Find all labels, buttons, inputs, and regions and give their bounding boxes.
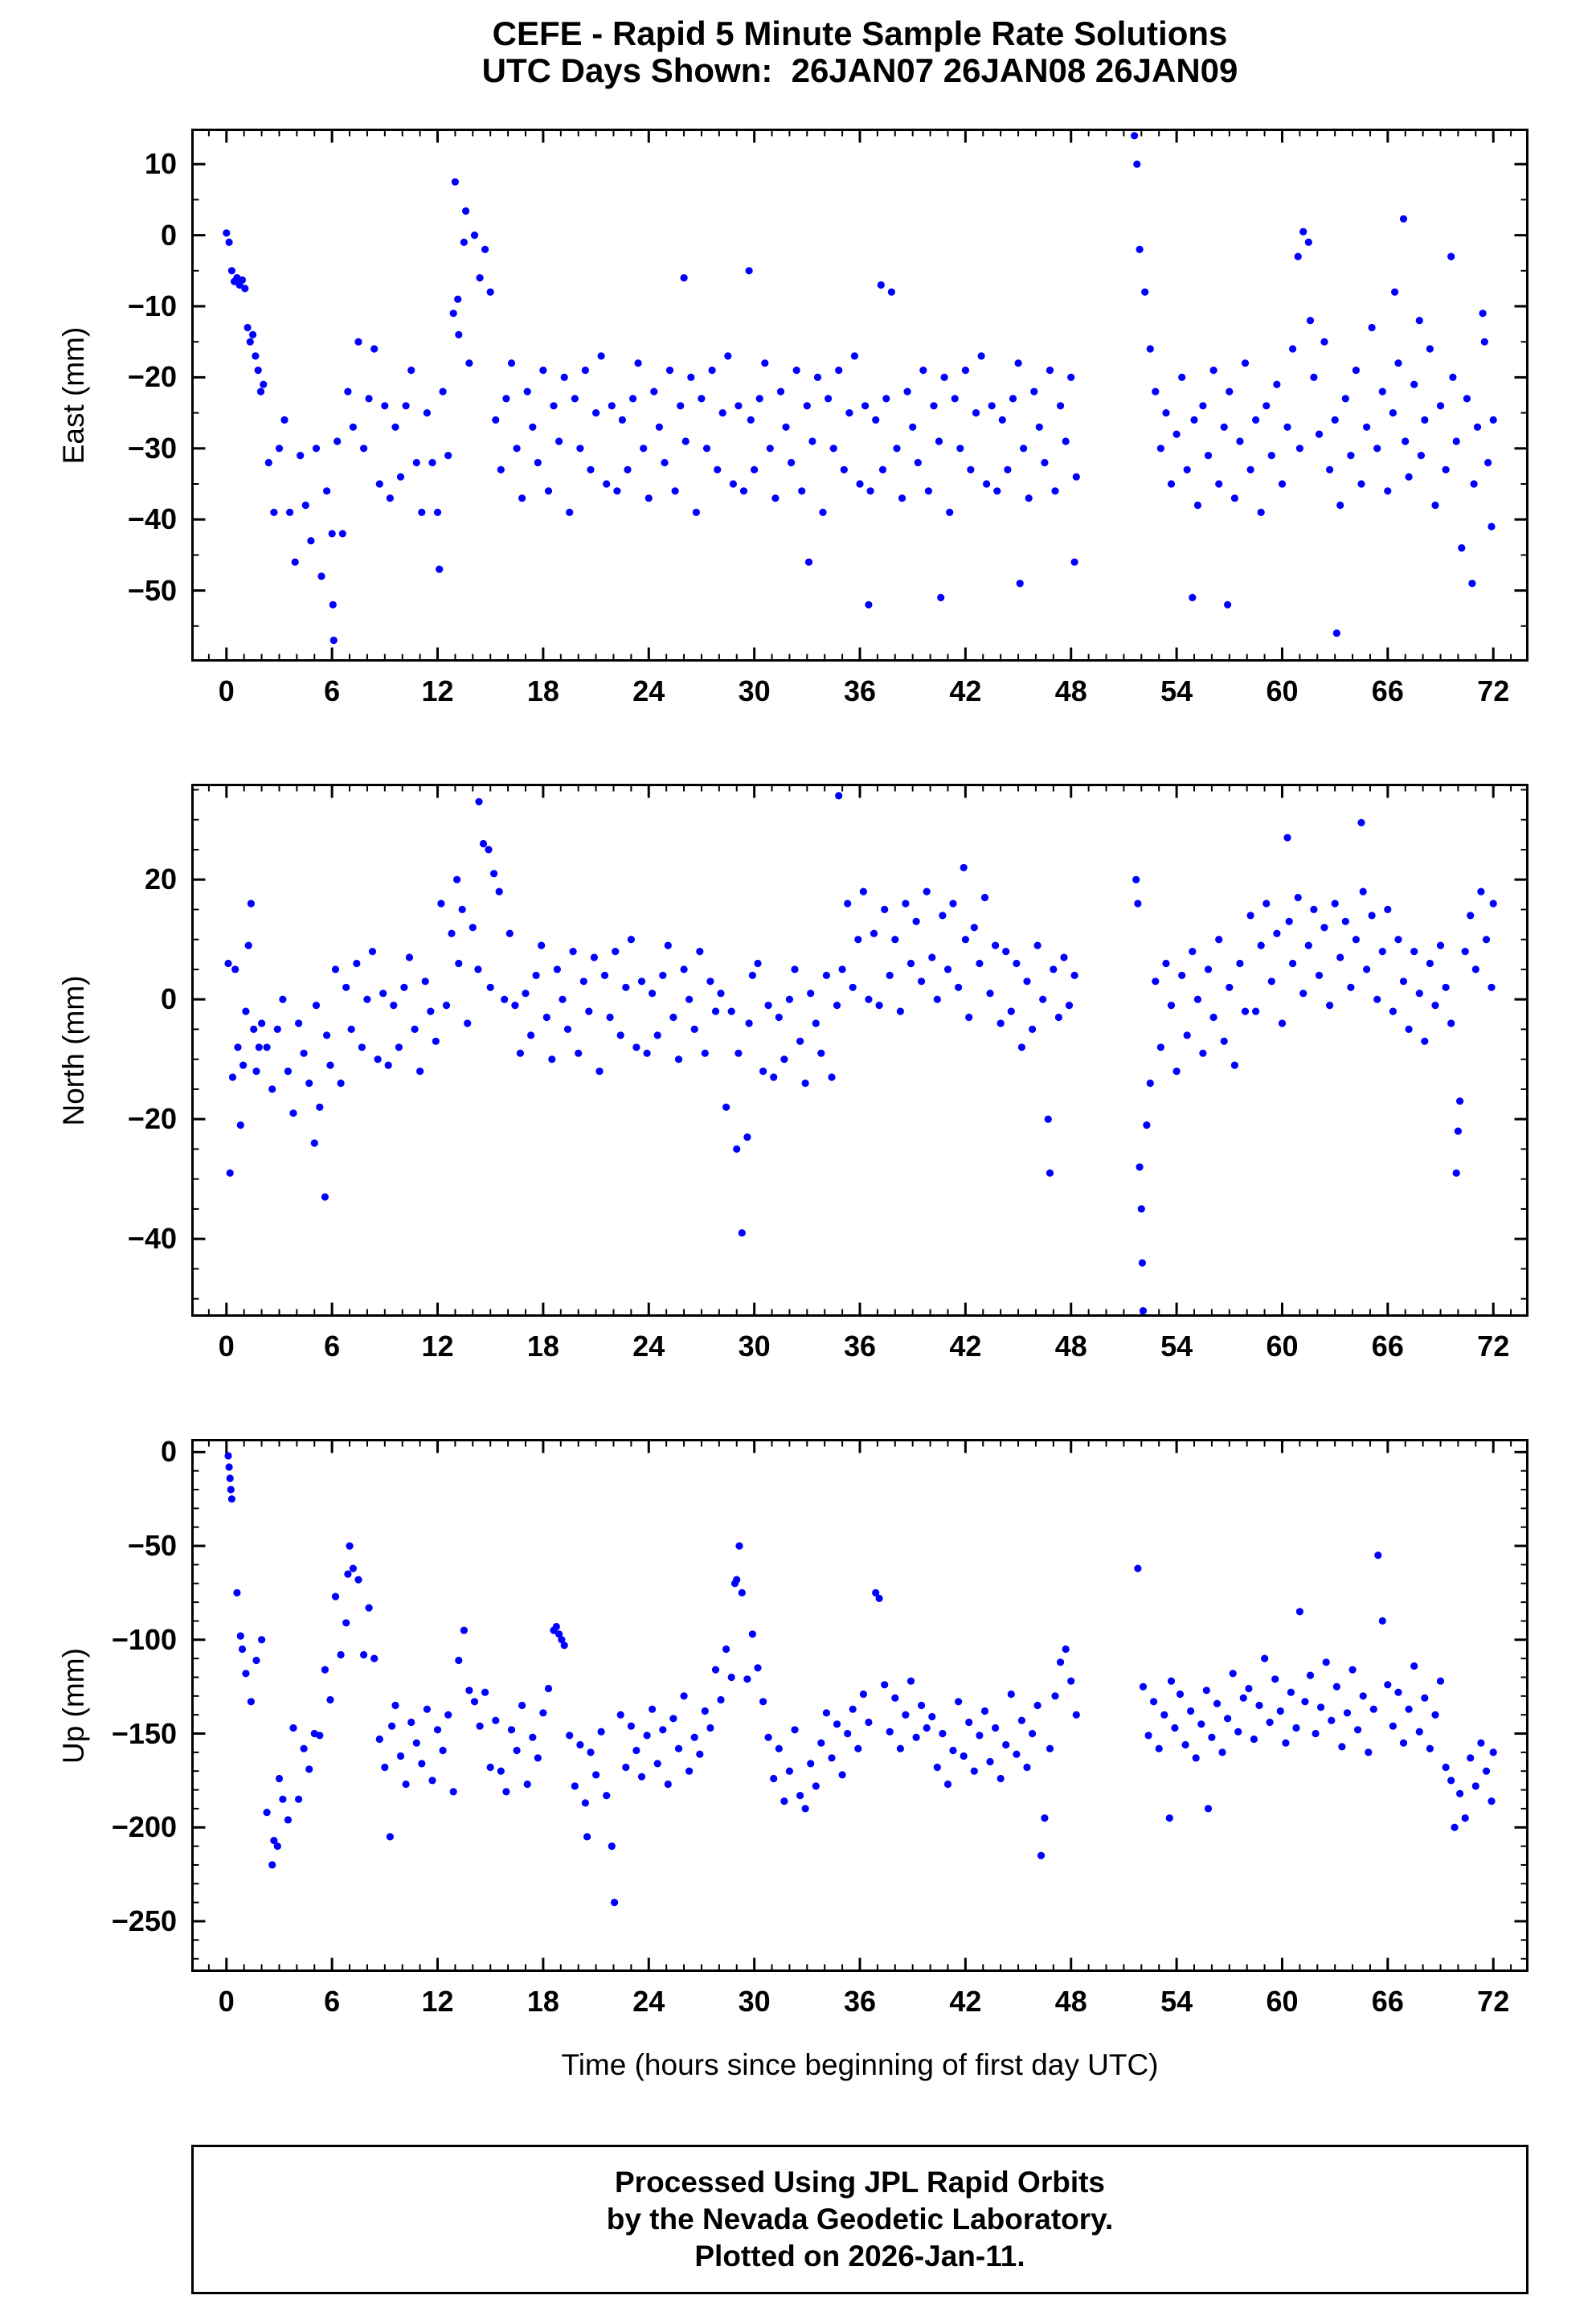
east-x-tick-label: 66 [1371, 674, 1404, 707]
up-x-tick-label: 24 [632, 1985, 665, 2018]
footer-box: Processed Using JPL Rapid Orbits by the … [191, 2145, 1528, 2294]
north-points [224, 792, 1497, 1315]
up-points [224, 1452, 1497, 1907]
east-y-tick-label: −20 [127, 360, 177, 394]
east-y-tick-label: 10 [144, 147, 177, 181]
north-y-tick-label: −20 [127, 1102, 177, 1136]
north-frame [191, 784, 1528, 1317]
north-x-tick-label: 18 [526, 1330, 559, 1363]
east-y-tick-label: −50 [127, 573, 177, 607]
footer-line2: by the Nevada Geodetic Laboratory. [606, 2203, 1114, 2236]
up-y-tick-label: −250 [111, 1904, 177, 1937]
north-x-tick-label: 6 [324, 1330, 341, 1363]
up-x-tick-label: 66 [1371, 1985, 1404, 2018]
north-axis-label: North (mm) [57, 975, 90, 1126]
up-y-tick-label: −100 [111, 1622, 177, 1656]
up-x-tick-label: 18 [526, 1985, 559, 2018]
up-y-tick-label: −150 [111, 1716, 177, 1750]
east-x-tick-label: 30 [738, 674, 771, 707]
east-chart [191, 129, 1528, 662]
up-x-tick-label: 72 [1477, 1985, 1510, 2018]
east-axis-label: East (mm) [57, 326, 90, 465]
up-y-tick-label: 0 [160, 1435, 177, 1469]
east-x-tick-label: 72 [1477, 674, 1510, 707]
up-axis-label: Up (mm) [57, 1648, 90, 1764]
north-x-tick-label: 48 [1054, 1330, 1087, 1363]
up-x-tick-label: 12 [421, 1985, 454, 2018]
up-y-tick-label: −200 [111, 1810, 177, 1844]
north-x-tick-label: 0 [218, 1330, 235, 1363]
north-x-tick-label: 36 [843, 1330, 877, 1363]
east-x-tick-label: 48 [1054, 674, 1087, 707]
north-chart [191, 784, 1528, 1317]
east-x-tick-label: 6 [324, 674, 341, 707]
north-x-tick-label: 60 [1266, 1330, 1299, 1363]
x-axis-title: Time (hours since beginning of first day… [561, 2048, 1159, 2081]
plot-title-line1: CEFE - Rapid 5 Minute Sample Rate Soluti… [492, 14, 1228, 52]
east-x-tick-label: 60 [1266, 674, 1299, 707]
north-x-tick-label: 72 [1477, 1330, 1510, 1363]
north-x-tick-label: 42 [949, 1330, 982, 1363]
north-x-tick-label: 30 [738, 1330, 771, 1363]
north-x-tick-label: 66 [1371, 1330, 1404, 1363]
up-x-tick-label: 30 [738, 1985, 771, 2018]
east-x-tick-label: 54 [1160, 674, 1193, 707]
north-x-tick-label: 54 [1160, 1330, 1193, 1363]
north-x-tick-label: 12 [421, 1330, 454, 1363]
plot-title-line2: UTC Days Shown: 26JAN07 26JAN08 26JAN09 [481, 51, 1238, 89]
up-x-tick-label: 6 [324, 1985, 341, 2018]
east-y-tick-label: −30 [127, 431, 177, 465]
up-x-tick-label: 48 [1054, 1985, 1087, 2018]
footer-line3: Plotted on 2026-Jan-11. [694, 2240, 1025, 2273]
up-x-tick-label: 42 [949, 1985, 982, 2018]
east-frame [191, 129, 1528, 662]
east-points [223, 132, 1497, 645]
north-y-tick-label: −40 [127, 1222, 177, 1256]
east-x-tick-label: 0 [218, 674, 235, 707]
east-x-tick-label: 12 [421, 674, 454, 707]
east-y-tick-label: −10 [127, 289, 177, 322]
east-x-tick-label: 36 [843, 674, 877, 707]
east-x-tick-label: 24 [632, 674, 665, 707]
east-x-tick-label: 42 [949, 674, 982, 707]
east-y-tick-label: −40 [127, 502, 177, 536]
up-y-tick-label: −50 [127, 1529, 177, 1563]
north-x-tick-label: 24 [632, 1330, 665, 1363]
up-x-tick-label: 0 [218, 1985, 235, 2018]
up-chart [191, 1439, 1528, 1972]
east-y-tick-label: 0 [160, 218, 177, 252]
up-x-tick-label: 36 [843, 1985, 877, 2018]
north-y-tick-label: 20 [144, 863, 177, 896]
north-y-tick-label: 0 [160, 982, 177, 1016]
east-x-tick-label: 18 [526, 674, 559, 707]
up-x-tick-label: 60 [1266, 1985, 1299, 2018]
footer-line1: Processed Using JPL Rapid Orbits [615, 2166, 1105, 2199]
up-x-tick-label: 54 [1160, 1985, 1193, 2018]
